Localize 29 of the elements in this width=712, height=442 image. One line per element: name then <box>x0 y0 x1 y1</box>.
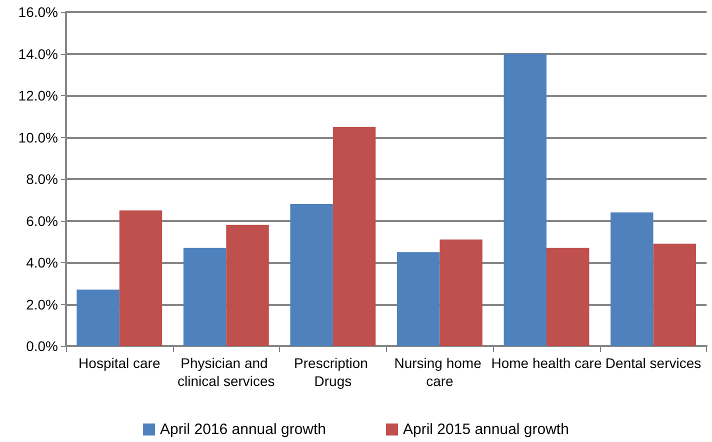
bar <box>504 54 546 346</box>
bar <box>226 224 269 346</box>
y-tick-label: 12.0% <box>18 88 58 104</box>
y-tick-label: 4.0% <box>26 254 58 270</box>
x-tick-label: Home health care <box>491 355 602 371</box>
bar <box>119 210 162 346</box>
bar <box>290 204 333 346</box>
x-tick-label: Prescription Drugs <box>294 355 372 389</box>
bar <box>397 252 440 346</box>
x-tick-label: Dental services <box>605 355 702 371</box>
bar <box>183 248 226 346</box>
x-tick-label: Nursing home care <box>394 355 486 389</box>
bar <box>653 244 696 346</box>
y-tick-label: 6.0% <box>26 212 58 229</box>
bar <box>332 126 376 346</box>
bar <box>440 240 482 346</box>
y-tick-label: 8.0% <box>26 171 58 187</box>
y-tick-label: 16.0% <box>18 4 58 20</box>
y-tick-label: 10.0% <box>18 129 58 146</box>
x-tick-label: Hospital care <box>78 355 160 371</box>
y-tick-label: 2.0% <box>26 296 58 312</box>
bar <box>546 248 590 346</box>
legend-label: April 2016 annual growth <box>160 421 326 438</box>
legend-label: April 2015 annual growth <box>403 421 569 438</box>
y-tick-label: 14.0% <box>18 46 58 62</box>
y-tick-label: 0.0% <box>26 338 58 354</box>
bar <box>610 212 654 346</box>
x-tick-label: Physician and clinical services <box>178 355 275 389</box>
bar <box>76 290 120 346</box>
